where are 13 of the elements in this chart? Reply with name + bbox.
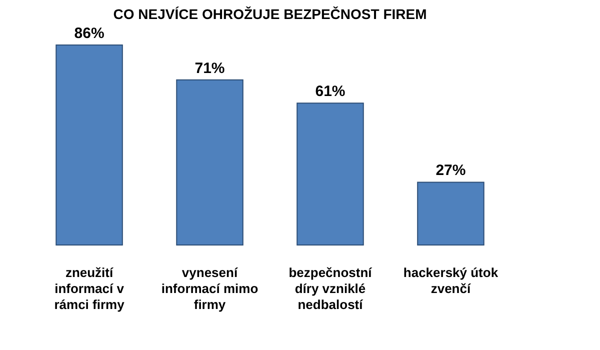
x-tick-label: hackerský útok zvenčí [403,265,499,296]
bar [417,182,484,246]
x-tick-label: zneužití informací v rámci firmy [54,265,126,312]
bar [56,44,123,246]
bar [296,102,364,246]
data-label: 61% [315,83,346,100]
data-label: 86% [74,25,104,42]
data-label: 27% [436,162,466,180]
bar [176,79,244,246]
chart-title: CO NEJVÍCE OHROŽUJE BEZPEČNOST FIREM [113,6,427,22]
x-tick-label: bezpečnostní díry vzniklé nedbalostí [288,265,372,312]
x-tick-label: vynesení informací mimo firmy [161,265,258,312]
data-label: 71% [194,60,225,77]
